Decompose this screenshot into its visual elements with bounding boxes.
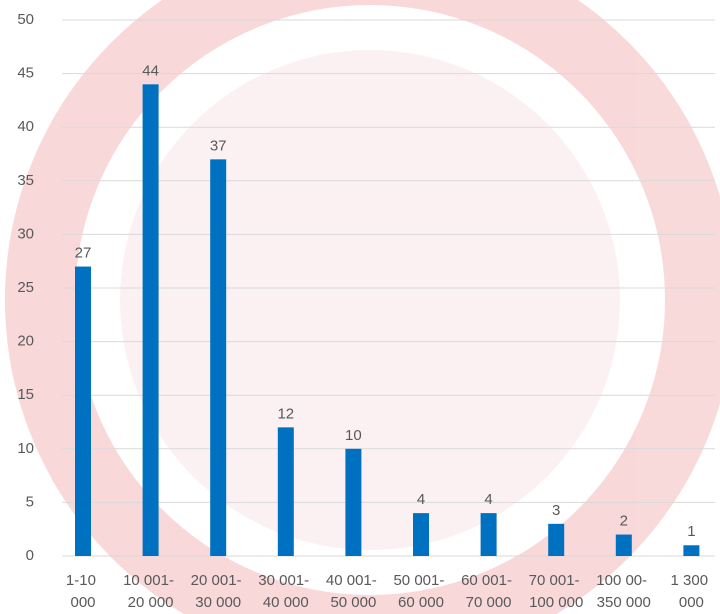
data-label: 4 — [417, 491, 425, 508]
y-tick-label: 10 — [17, 440, 34, 457]
data-label: 12 — [277, 405, 294, 422]
x-tick-line: 1-10 — [66, 572, 100, 589]
watermark-disc — [120, 50, 620, 550]
x-tick-line: 350 000 — [597, 594, 651, 611]
x-tick-line: 70 001- — [529, 572, 584, 589]
x-tick-line: 20 001- — [191, 572, 246, 589]
x-tick-label: 60 001- 70 000 — [461, 572, 516, 611]
y-tick-label: 5 — [26, 493, 34, 510]
x-tick-line: 10 001- — [123, 572, 178, 589]
bar — [210, 159, 227, 557]
x-tick-line: 000 — [70, 594, 95, 611]
bar — [413, 513, 429, 556]
data-label: 4 — [484, 491, 492, 508]
x-tick-line: 100 000 — [529, 594, 583, 611]
bar — [142, 84, 159, 556]
bar — [480, 513, 497, 556]
bar — [615, 534, 632, 556]
x-tick-line: 1 300 — [671, 572, 713, 589]
watermark-ring — [5, 0, 720, 614]
data-label: 3 — [552, 502, 560, 519]
y-tick-label: 35 — [17, 172, 34, 189]
y-tick-label: 40 — [17, 118, 34, 135]
x-tick-label: 1 300 000 — [671, 572, 713, 611]
y-tick-label: 25 — [17, 279, 34, 296]
y-tick-label: 0 — [26, 547, 34, 564]
data-label: 37 — [210, 137, 227, 154]
x-tick-label: 50 001- 60 000 — [393, 572, 448, 611]
x-tick-line: 70 000 — [466, 594, 512, 611]
watermark — [5, 0, 720, 614]
x-tick-line: 60 000 — [398, 594, 444, 611]
x-tick-label: 1-10 000 — [66, 572, 100, 611]
bar — [683, 545, 700, 556]
data-label: 10 — [345, 427, 362, 444]
bar — [277, 427, 294, 556]
x-tick-label: 70 001- 100 000 — [529, 572, 584, 611]
x-tick-label: 30 001- 40 000 — [258, 572, 313, 611]
x-tick-line: 50 000 — [330, 594, 376, 611]
x-tick-line: 50 001- — [393, 572, 448, 589]
data-label: 27 — [75, 245, 92, 262]
x-tick-label: 10 001- 20 000 — [123, 572, 178, 611]
x-tick-label: 20 001- 30 000 — [191, 572, 246, 611]
bar — [548, 523, 565, 556]
x-tick-line: 30 000 — [195, 594, 241, 611]
y-tick-label: 45 — [17, 65, 34, 82]
x-tick-line: 40 000 — [263, 594, 309, 611]
x-tick-line: 100 00- — [596, 572, 651, 589]
data-label: 44 — [142, 62, 159, 79]
bar — [75, 266, 91, 556]
y-tick-label: 30 — [17, 225, 34, 242]
y-tick-label: 15 — [17, 386, 34, 403]
data-label: 1 — [687, 523, 695, 540]
x-tick-line: 30 001- — [258, 572, 313, 589]
x-tick-line: 000 — [679, 594, 704, 611]
bar — [345, 448, 362, 556]
x-tick-label: 100 00- 350 000 — [596, 572, 651, 611]
data-label: 2 — [620, 513, 628, 530]
x-tick-line: 60 001- — [461, 572, 516, 589]
x-tick-label: 40 001- 50 000 — [326, 572, 381, 611]
y-tick-label: 20 — [17, 333, 34, 350]
x-tick-line: 40 001- — [326, 572, 381, 589]
x-tick-line: 20 000 — [128, 594, 174, 611]
y-tick-label: 50 — [17, 11, 34, 28]
